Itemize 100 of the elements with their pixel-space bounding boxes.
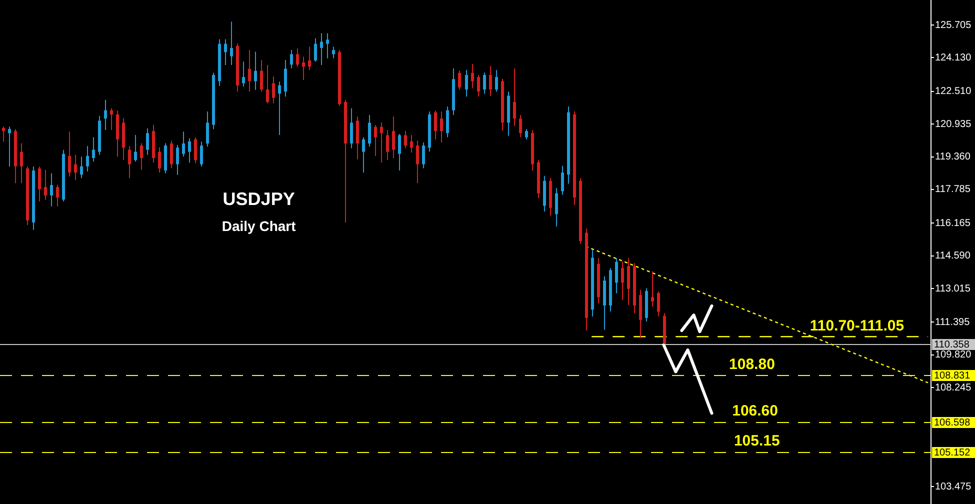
candlestick (561, 165, 564, 196)
candlestick (128, 145, 131, 179)
candlestick (86, 145, 89, 172)
candlestick (200, 141, 203, 168)
candlestick (80, 156, 83, 179)
candlestick (308, 46, 311, 70)
candlestick (410, 134, 413, 154)
y-tick-label: 124.130 (935, 52, 972, 64)
ref-line-label: 110.358 (934, 339, 970, 350)
annotation: 110.70-111.05 (810, 317, 904, 334)
ref-line-label: 108.831 (934, 370, 971, 382)
y-tick-label: 122.510 (935, 86, 972, 98)
candlestick (368, 114, 371, 148)
y-tick-label: 117.785 (935, 184, 971, 196)
candlestick (278, 81, 281, 136)
text: Daily Chart (222, 218, 296, 234)
candlestick (224, 38, 227, 66)
candlestick (471, 63, 474, 89)
candlestick (110, 108, 113, 130)
candlestick (651, 270, 654, 308)
candlestick (350, 108, 353, 149)
candlestick (248, 50, 251, 92)
candlestick (302, 56, 305, 80)
y-tick-label: 111.395 (935, 316, 970, 328)
candlestick (284, 60, 287, 98)
candlestick (176, 144, 179, 176)
candlestick (356, 116, 359, 160)
candlestick (242, 61, 245, 88)
candlestick (260, 60, 263, 92)
candlestick (146, 128, 149, 156)
candlestick (362, 136, 365, 174)
candlestick (416, 140, 419, 184)
candlestick (104, 99, 107, 130)
candlestick (290, 50, 293, 69)
y-tick-label: 113.015 (935, 283, 971, 294)
candlestick (440, 111, 443, 143)
candlestick (434, 110, 437, 140)
candlestick (555, 188, 558, 228)
candlestick (38, 166, 41, 202)
candlestick (170, 140, 173, 169)
ref-line-label: 105.152 (934, 447, 971, 458)
candlestick (386, 130, 389, 160)
candlestick (50, 172, 53, 207)
candlestick (188, 138, 191, 164)
candlestick (404, 130, 407, 149)
candlestick (92, 136, 95, 162)
candlestick (465, 69, 468, 98)
candlestick (380, 122, 383, 164)
y-tick-label: 109.820 (935, 350, 972, 361)
candlestick (314, 38, 317, 62)
candlestick (398, 133, 401, 171)
y-tick-label: 125.705 (935, 20, 972, 31)
annotation: 108.80 (729, 356, 775, 374)
candlestick (254, 51, 257, 90)
candlestick (134, 134, 137, 162)
candlestick (519, 114, 522, 138)
candlestick (615, 258, 618, 294)
candlestick (326, 32, 329, 59)
candlestick (422, 142, 425, 169)
candlestick (525, 128, 528, 140)
candlestick (182, 131, 185, 158)
candlestick (495, 69, 498, 92)
candlestick (621, 260, 624, 300)
y-tick-label: 108.245 (935, 382, 972, 394)
candlestick (206, 111, 209, 148)
candlestick (140, 142, 143, 170)
candlestick (458, 70, 461, 90)
candlestick (194, 136, 197, 164)
candlestick (272, 76, 275, 104)
y-tick-label: 120.935 (935, 118, 972, 130)
candlestick (483, 72, 486, 94)
annotation: 106.60 (732, 402, 778, 420)
candlestick (2, 126, 5, 142)
candlestick (477, 74, 480, 98)
candlestick (332, 46, 335, 59)
candlestick (513, 68, 516, 126)
candlestick (374, 124, 377, 156)
candlestick (44, 169, 47, 200)
candlestick (8, 126, 11, 168)
candlestick (657, 291, 660, 317)
candlestick (158, 146, 161, 174)
text: USDJPY (222, 189, 295, 210)
candlestick (74, 154, 77, 180)
candlestick (56, 184, 59, 207)
candlestick (392, 116, 395, 159)
candlestick (627, 258, 630, 306)
candlestick (230, 21, 233, 66)
annotation: 105.15 (734, 432, 780, 450)
candlestick (320, 32, 323, 66)
y-tick-label: 103.475 (935, 481, 972, 492)
candlestick (266, 64, 269, 104)
y-tick-label: 114.590 (935, 250, 971, 262)
candlestick (20, 142, 23, 184)
y-tick-label: 119.360 (935, 152, 971, 163)
candlestick (446, 106, 449, 138)
candlestick (296, 48, 299, 68)
y-tick-label: 116.165 (935, 218, 971, 229)
candlestick (489, 66, 492, 96)
candlestick (68, 131, 71, 178)
ref-line-label: 106.598 (934, 417, 971, 428)
